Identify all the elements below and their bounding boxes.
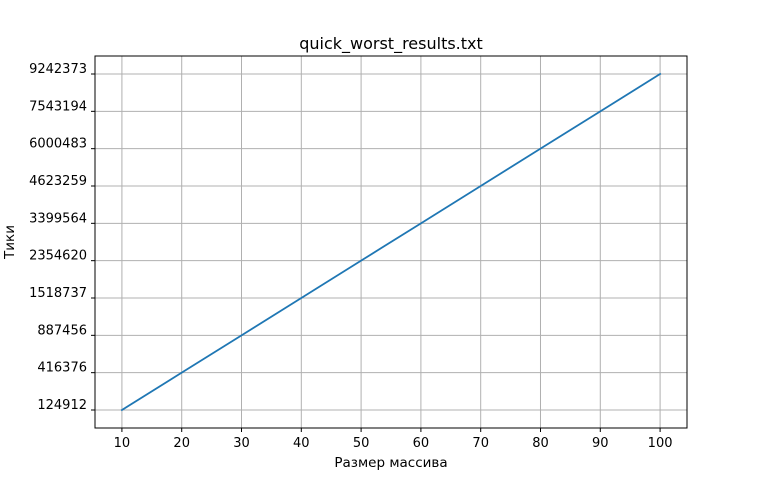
chart-title: quick_worst_results.txt (299, 34, 483, 54)
x-tick-label: 30 (233, 436, 250, 451)
y-tick-label: 7543194 (29, 99, 87, 114)
y-tick-label: 887456 (37, 323, 87, 338)
series-line (120, 72, 662, 412)
x-tick-label: 40 (293, 436, 310, 451)
x-tick-label: 60 (413, 436, 430, 451)
y-tick-label: 4623259 (29, 174, 87, 189)
y-axis-label: Тики (2, 225, 18, 260)
grid-layer (95, 56, 687, 428)
x-tick-label: 100 (648, 436, 673, 451)
y-tick-label: 6000483 (29, 137, 87, 152)
plot-frame (94, 55, 688, 429)
y-tick-label: 1518737 (29, 286, 87, 301)
y-tick-label: 124912 (37, 398, 87, 413)
x-tick-label: 70 (472, 436, 489, 451)
y-tick-label: 3399564 (29, 211, 87, 226)
x-tick-label: 80 (532, 436, 549, 451)
ticks-layer: 10 20 30 40 50 60 70 80 90 100 124912 416376 887456 1… (29, 62, 672, 451)
y-tick-label: 2354620 (29, 249, 87, 264)
series-layer (120, 72, 662, 412)
x-tick-label: 10 (114, 436, 131, 451)
x-axis-label: Размер массива (334, 455, 447, 471)
y-tick-label: 416376 (37, 361, 87, 376)
y-tick-label: 9242373 (29, 62, 87, 77)
x-tick-label: 90 (592, 436, 609, 451)
x-tick-label: 50 (353, 436, 370, 451)
x-tick-label: 20 (173, 436, 190, 451)
